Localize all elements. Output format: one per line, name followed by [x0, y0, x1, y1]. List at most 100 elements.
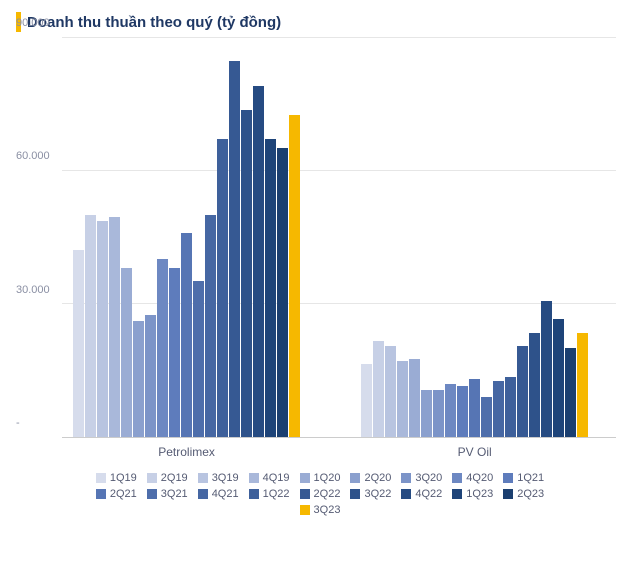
legend-label: 2Q23	[517, 488, 544, 500]
legend-swatch	[401, 473, 411, 483]
legend-label: 1Q19	[110, 472, 137, 484]
gridline	[62, 37, 616, 38]
legend-item: 2Q23	[503, 488, 544, 500]
bar	[529, 333, 540, 437]
legend-label: 2Q22	[314, 488, 341, 500]
y-tick-label: 90.000	[16, 17, 56, 29]
legend-swatch	[249, 473, 259, 483]
bar	[481, 397, 492, 437]
bar	[577, 333, 588, 437]
bar	[409, 359, 420, 437]
legend-label: 2Q19	[161, 472, 188, 484]
bar	[217, 139, 228, 437]
bar	[565, 348, 576, 437]
bar-group: PV Oil	[361, 301, 588, 437]
category-label: Petrolimex	[73, 445, 300, 459]
bar	[97, 221, 108, 437]
legend-item: 1Q23	[452, 488, 493, 500]
bar	[157, 259, 168, 437]
legend-item: 3Q19	[198, 472, 239, 484]
legend-item: 3Q20	[401, 472, 442, 484]
legend-label: 3Q23	[314, 504, 341, 516]
legend-item: 3Q23	[300, 504, 341, 516]
legend-swatch	[300, 489, 310, 499]
y-tick-label: 60.000	[16, 150, 56, 162]
legend-swatch	[96, 489, 106, 499]
legend-item: 1Q20	[300, 472, 341, 484]
legend-label: 3Q20	[415, 472, 442, 484]
legend-label: 4Q20	[466, 472, 493, 484]
bar	[181, 233, 192, 437]
legend-item: 2Q22	[300, 488, 341, 500]
bar	[397, 361, 408, 437]
legend-label: 4Q22	[415, 488, 442, 500]
bar	[121, 268, 132, 437]
bar	[229, 61, 240, 437]
chart-title: Doanh thu thuần theo quý (tỷ đồng)	[27, 14, 281, 31]
bar	[373, 341, 384, 437]
legend-swatch	[249, 489, 259, 499]
legend-label: 4Q21	[212, 488, 239, 500]
legend-swatch	[503, 473, 513, 483]
legend-item: 3Q21	[147, 488, 188, 500]
legend-label: 1Q20	[314, 472, 341, 484]
bar	[457, 386, 468, 437]
legend-swatch	[503, 489, 513, 499]
legend-label: 2Q20	[364, 472, 391, 484]
bar	[193, 281, 204, 437]
legend-item: 1Q19	[96, 472, 137, 484]
bar	[445, 384, 456, 437]
bar	[73, 250, 84, 437]
legend-item: 2Q19	[147, 472, 188, 484]
bar	[85, 215, 96, 437]
legend-item: 3Q22	[350, 488, 391, 500]
legend-swatch	[198, 473, 208, 483]
bar	[205, 215, 216, 437]
legend-swatch	[147, 473, 157, 483]
bar	[241, 110, 252, 437]
legend-item: 4Q21	[198, 488, 239, 500]
plot-area: Petrolimex PV Oil	[62, 38, 616, 438]
legend-item: 2Q20	[350, 472, 391, 484]
bar	[385, 346, 396, 437]
legend-item: 1Q22	[249, 488, 290, 500]
legend-item: 4Q19	[249, 472, 290, 484]
legend-item: 1Q21	[503, 472, 544, 484]
legend-label: 3Q21	[161, 488, 188, 500]
legend-label: 1Q21	[517, 472, 544, 484]
legend-label: 4Q19	[263, 472, 290, 484]
bar	[517, 346, 528, 437]
bar	[169, 268, 180, 437]
bar	[433, 390, 444, 437]
legend-label: 1Q22	[263, 488, 290, 500]
bar	[289, 115, 300, 437]
bar	[469, 379, 480, 437]
legend-swatch	[452, 489, 462, 499]
y-tick-label: -	[16, 417, 56, 429]
bar	[277, 148, 288, 437]
legend-swatch	[147, 489, 157, 499]
legend-item: 2Q21	[96, 488, 137, 500]
legend-swatch	[350, 473, 360, 483]
legend-swatch	[300, 505, 310, 515]
bar	[253, 86, 264, 437]
bar-group: Petrolimex	[73, 61, 300, 437]
legend-swatch	[300, 473, 310, 483]
y-axis: -30.00060.00090.000	[16, 38, 62, 438]
bar	[505, 377, 516, 437]
bar	[541, 301, 552, 437]
legend-item: 4Q20	[452, 472, 493, 484]
legend-swatch	[198, 489, 208, 499]
legend-swatch	[452, 473, 462, 483]
legend-swatch	[96, 473, 106, 483]
legend-label: 2Q21	[110, 488, 137, 500]
bar	[361, 364, 372, 437]
bar	[265, 139, 276, 437]
legend-swatch	[350, 489, 360, 499]
bar	[145, 315, 156, 437]
bar	[133, 321, 144, 437]
category-label: PV Oil	[361, 445, 588, 459]
y-tick-label: 30.000	[16, 284, 56, 296]
bar	[421, 390, 432, 437]
bar	[553, 319, 564, 437]
